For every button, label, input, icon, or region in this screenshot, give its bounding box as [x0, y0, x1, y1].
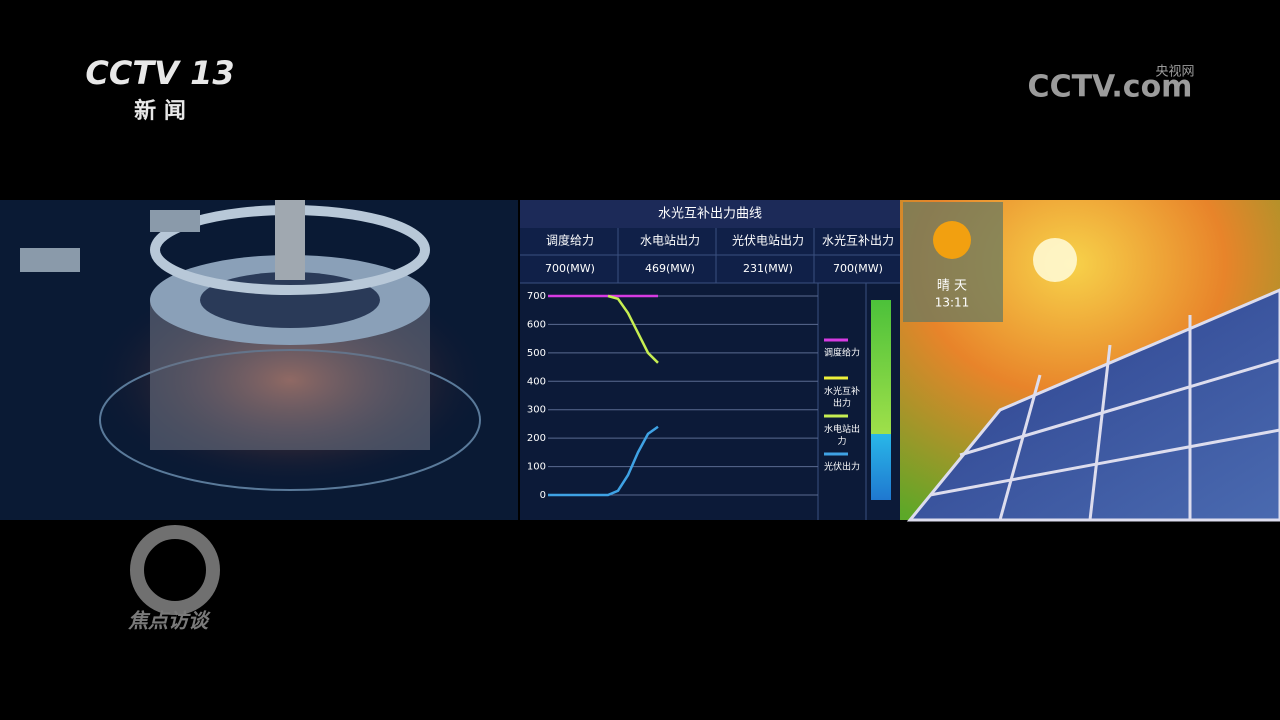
legend-label: 水光互补出力 — [824, 385, 860, 409]
y-tick-label: 0 — [540, 490, 546, 501]
table-value: 469(MW) — [645, 262, 695, 275]
table-header: 光伏电站出力 — [732, 234, 804, 248]
legend-label: 水电站出力 — [824, 423, 860, 447]
channel: CCTV 13 — [85, 54, 234, 92]
channel-logo: CCTV 13 新 闻 — [85, 54, 234, 124]
y-tick-label: 600 — [527, 319, 546, 330]
y-tick-label: 700 — [527, 291, 546, 302]
program: 焦点访谈 — [128, 609, 211, 633]
site: CCTV.com — [1028, 70, 1193, 105]
weather-condition: 晴 天 — [937, 279, 967, 294]
chart-title: 水光互补出力曲线 — [658, 207, 762, 222]
legend-label: 光伏出力 — [824, 461, 860, 473]
table-header: 调度给力 — [546, 233, 594, 248]
generator-render — [0, 200, 518, 520]
table-value: 700(MW) — [545, 262, 595, 275]
program-logo: 焦点访谈 — [128, 525, 220, 633]
weather-time: 13:11 — [935, 296, 970, 310]
site-name: 央视网 — [1155, 65, 1194, 80]
y-tick-label: 300 — [527, 405, 546, 416]
program-emblem — [130, 525, 220, 615]
y-tick-label: 100 — [527, 462, 546, 473]
solar-photo: 晴 天 13:11 — [900, 200, 1280, 522]
bar-segment — [871, 434, 891, 500]
legend-label: 调度给力 — [824, 347, 860, 359]
channel-name: 新 闻 — [134, 98, 186, 124]
y-tick-label: 400 — [527, 376, 546, 387]
series-line — [607, 294, 659, 364]
site-logo: CCTV.com 央视网 — [1028, 65, 1195, 105]
series-line — [548, 425, 659, 497]
y-tick-label: 500 — [527, 348, 546, 359]
table-header: 水电站出力 — [640, 234, 700, 248]
table-value: 231(MW) — [743, 262, 793, 275]
table-value: 700(MW) — [833, 262, 883, 275]
table-header: 水光互补出力 — [822, 234, 894, 248]
y-tick-label: 200 — [527, 433, 546, 444]
bar-segment — [871, 300, 891, 434]
